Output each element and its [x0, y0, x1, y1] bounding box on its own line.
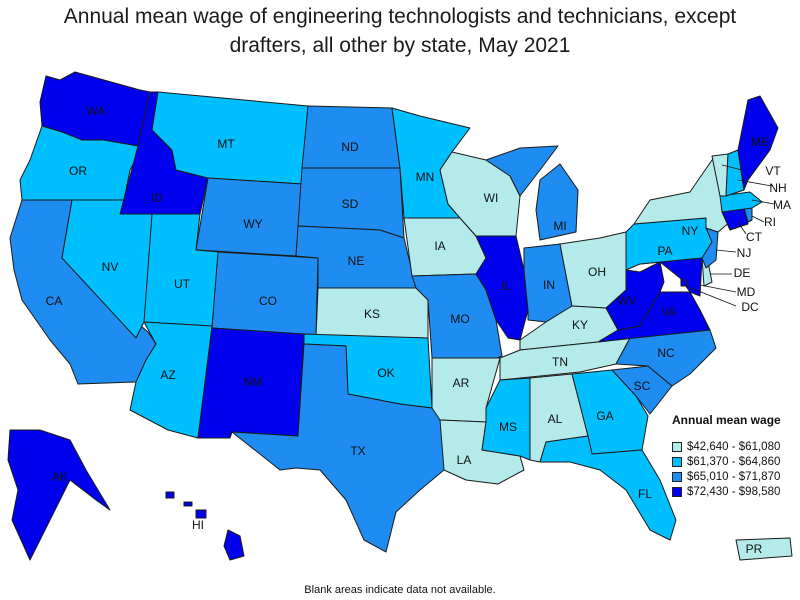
title-line-1: Annual mean wage of engineering technolo…	[63, 5, 737, 28]
label-SC: SC	[634, 379, 651, 393]
state-WV[interactable]	[605, 261, 665, 331]
leader-vt	[721, 164, 743, 171]
legend-item-q3: $65,010 - $71,870	[672, 469, 800, 484]
label-ID: ID	[151, 191, 163, 205]
legend-label-q4: $72,430 - $98,580	[687, 485, 781, 498]
legend-item-q1: $42,640 - $61,080	[672, 439, 800, 454]
label-AZ: AZ	[160, 368, 175, 382]
label-PR: PR	[746, 542, 763, 556]
label-CO: CO	[259, 294, 277, 308]
label-CT: CT	[746, 230, 763, 244]
label-DC: DC	[741, 300, 759, 314]
label-OK: OK	[377, 366, 394, 380]
state-KS[interactable]	[315, 287, 429, 339]
state-HI[interactable]	[165, 491, 245, 561]
label-OH: OH	[588, 265, 606, 279]
state-DC[interactable]	[680, 279, 688, 287]
legend-label-q2: $61,370 - $64,860	[687, 455, 781, 468]
label-MA: MA	[773, 198, 791, 212]
label-NV: NV	[102, 260, 119, 274]
leader-nj	[715, 249, 737, 253]
state-IL[interactable]	[475, 235, 529, 341]
state-FL[interactable]	[539, 435, 677, 541]
legend-swatch-q4	[672, 486, 682, 497]
state-PR[interactable]	[735, 537, 793, 561]
label-WV: WV	[617, 294, 636, 308]
state-AK[interactable]	[7, 429, 111, 561]
label-MT: MT	[217, 137, 235, 151]
label-WY: WY	[243, 217, 262, 231]
legend-swatch-q2	[672, 456, 682, 467]
label-ME: ME	[751, 135, 769, 149]
label-VA: VA	[661, 305, 676, 319]
label-UT: UT	[174, 277, 191, 291]
leader-nh	[737, 179, 773, 187]
state-labels: WA OR CA NV ID MT WY UT AZ CO NM ND SD N…	[46, 104, 791, 556]
label-AL: AL	[548, 412, 563, 426]
legend-label-q3: $65,010 - $71,870	[687, 470, 781, 483]
label-MI: MI	[553, 219, 566, 233]
legend-label-q1: $42,640 - $61,080	[687, 440, 781, 453]
label-WA: WA	[87, 104, 106, 118]
state-ME[interactable]	[737, 95, 779, 191]
label-MO: MO	[450, 312, 469, 326]
label-AK: AK	[52, 470, 68, 484]
map-title: Annual mean wage of engineering technolo…	[0, 2, 800, 60]
label-SD: SD	[342, 197, 359, 211]
label-CA: CA	[46, 294, 63, 308]
leader-md	[699, 284, 737, 293]
label-TX: TX	[350, 444, 365, 458]
label-KS: KS	[364, 307, 380, 321]
label-OR: OR	[69, 164, 87, 178]
legend-swatch-q3	[672, 471, 682, 482]
label-NC: NC	[657, 346, 675, 360]
label-KY: KY	[572, 318, 588, 332]
label-MN: MN	[416, 170, 435, 184]
state-MI[interactable]	[485, 145, 579, 241]
state-MA[interactable]	[719, 191, 763, 213]
label-MS: MS	[499, 420, 517, 434]
legend-swatch-q1	[672, 441, 682, 452]
state-ND[interactable]	[301, 105, 401, 169]
leader-ma	[751, 199, 775, 205]
label-LA: LA	[457, 453, 472, 467]
label-MD: MD	[737, 285, 756, 299]
label-IN: IN	[543, 278, 555, 292]
label-IA: IA	[434, 239, 445, 253]
label-IL: IL	[501, 279, 511, 293]
label-AR: AR	[453, 376, 470, 390]
label-NE: NE	[348, 254, 365, 268]
legend-item-q4: $72,430 - $98,580	[672, 484, 800, 499]
leader-dc	[685, 285, 737, 307]
footnote: Blank areas indicate data not available.	[304, 584, 496, 596]
label-NY: NY	[682, 224, 699, 238]
label-PA: PA	[657, 244, 672, 258]
title-line-2: drafters, all other by state, May 2021	[229, 34, 571, 57]
map-legend: Annual mean wage $42,640 - $61,080 $61,3…	[672, 413, 800, 499]
state-WI[interactable]	[439, 151, 521, 237]
label-HI: HI	[192, 518, 204, 532]
leader-ct	[737, 221, 747, 235]
label-TN: TN	[552, 355, 568, 369]
label-GA: GA	[596, 409, 613, 423]
label-WI: WI	[484, 191, 499, 205]
label-NH: NH	[769, 181, 786, 195]
label-NM: NM	[244, 375, 263, 389]
label-ND: ND	[341, 140, 359, 154]
label-FL: FL	[638, 487, 652, 501]
label-VT: VT	[765, 164, 781, 178]
label-DE: DE	[734, 266, 751, 280]
state-SC[interactable]	[611, 365, 673, 415]
legend-title: Annual mean wage	[672, 413, 781, 427]
label-RI: RI	[764, 215, 776, 229]
leader-ri	[751, 215, 765, 223]
legend-item-q2: $61,370 - $64,860	[672, 454, 800, 469]
label-NJ: NJ	[737, 246, 752, 260]
state-TX[interactable]	[231, 343, 445, 553]
